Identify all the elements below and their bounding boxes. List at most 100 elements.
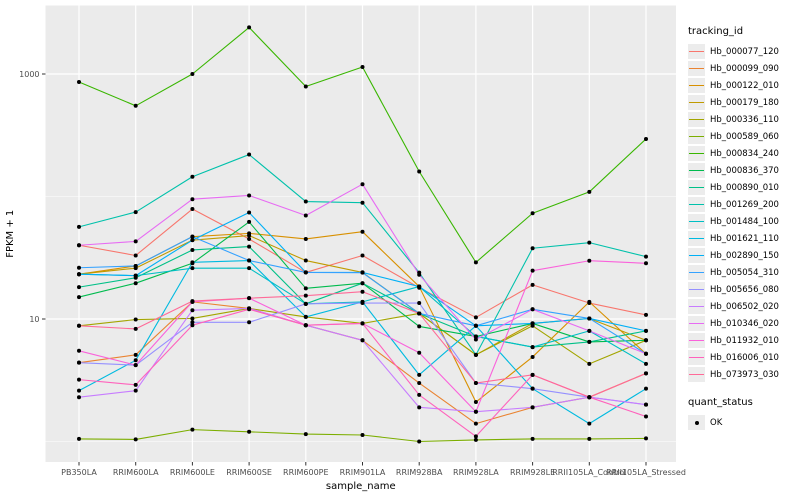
legend-key-box bbox=[688, 61, 705, 76]
legend-item-label: OK bbox=[710, 417, 723, 428]
legend-line-swatch-icon bbox=[689, 305, 704, 307]
legend-item: Hb_000336_110 bbox=[688, 111, 798, 128]
legend-item-label: Hb_001621_110 bbox=[710, 233, 779, 244]
legend-item: Hb_073973_030 bbox=[688, 366, 798, 383]
legend-line-swatch-icon bbox=[689, 237, 704, 239]
legend-item: Hb_000836_370 bbox=[688, 162, 798, 179]
legend-item: Hb_002890_150 bbox=[688, 247, 798, 264]
legend-line-swatch-icon bbox=[689, 322, 704, 324]
legend-key-box bbox=[688, 333, 705, 348]
legend-item: Hb_001269_200 bbox=[688, 196, 798, 213]
legend-item-label: Hb_000589_060 bbox=[710, 131, 779, 142]
legend-quant-status: quant_status OK bbox=[688, 397, 798, 431]
legend-line-swatch-icon bbox=[689, 50, 704, 52]
svg-text:1000: 1000 bbox=[19, 70, 39, 79]
legend-line-swatch-icon bbox=[689, 254, 704, 256]
legend-item: Hb_000834_240 bbox=[688, 145, 798, 162]
legend-item-ok: OK bbox=[688, 414, 798, 431]
legend-line-swatch-icon bbox=[689, 220, 704, 222]
legend-item: Hb_001621_110 bbox=[688, 230, 798, 247]
legend-item: Hb_010346_020 bbox=[688, 315, 798, 332]
svg-text:RRIM600LA: RRIM600LA bbox=[113, 468, 159, 477]
legend-item: Hb_001484_100 bbox=[688, 213, 798, 230]
legend-item-label: Hb_001484_100 bbox=[710, 216, 779, 227]
legend-item-label: Hb_006502_020 bbox=[710, 301, 779, 312]
legend-line-swatch-icon bbox=[689, 152, 704, 154]
legend-line-swatch-icon bbox=[689, 356, 704, 358]
legend-item-label: Hb_000077_120 bbox=[710, 46, 779, 57]
legend-key-box bbox=[688, 214, 705, 229]
legend-key-box bbox=[688, 112, 705, 127]
legend-item-label: Hb_002890_150 bbox=[710, 250, 779, 261]
legend-item-label: Hb_000890_010 bbox=[710, 182, 779, 193]
legend-item-label: Hb_016006_010 bbox=[710, 352, 779, 363]
svg-text:FPKM + 1: FPKM + 1 bbox=[5, 210, 16, 258]
legend-item-label: Hb_000179_180 bbox=[710, 97, 779, 108]
legend-item: Hb_000890_010 bbox=[688, 179, 798, 196]
legend-key-box bbox=[688, 44, 705, 59]
legend-item: Hb_011932_010 bbox=[688, 332, 798, 349]
legend-title-quant-status: quant_status bbox=[688, 397, 753, 408]
legend-key-box bbox=[688, 197, 705, 212]
legend-line-swatch-icon bbox=[689, 288, 704, 290]
legend-item-label: Hb_000122_010 bbox=[710, 80, 779, 91]
legend-item: Hb_016006_010 bbox=[688, 349, 798, 366]
legend-item-label: Hb_000336_110 bbox=[710, 114, 779, 125]
svg-text:RRIM600SE: RRIM600SE bbox=[226, 468, 272, 477]
legend-item-label: Hb_000099_090 bbox=[710, 63, 779, 74]
legend-line-swatch-icon bbox=[689, 169, 704, 171]
legend-key-box bbox=[688, 265, 705, 280]
svg-text:RRIM600LE: RRIM600LE bbox=[170, 468, 215, 477]
legend-item-label: Hb_073973_030 bbox=[710, 369, 779, 380]
svg-text:RRII105LA_Control: RRII105LA_Control bbox=[552, 468, 626, 477]
legend-line-swatch-icon bbox=[689, 135, 704, 137]
legend-item: Hb_000179_180 bbox=[688, 94, 798, 111]
legend-item-label: Hb_001269_200 bbox=[710, 199, 779, 210]
legend-key-box bbox=[688, 367, 705, 382]
legend-item-label: Hb_010346_020 bbox=[710, 318, 779, 329]
legend-key-box bbox=[688, 78, 705, 93]
legend-key-box bbox=[688, 282, 705, 297]
legend-item: Hb_000077_120 bbox=[688, 43, 798, 60]
svg-text:RRIM901LA: RRIM901LA bbox=[340, 468, 386, 477]
legend-key-box bbox=[688, 180, 705, 195]
legend-key-box bbox=[688, 299, 705, 314]
legend-line-swatch-icon bbox=[689, 339, 704, 341]
svg-text:RRIM928LA: RRIM928LA bbox=[453, 468, 499, 477]
svg-text:PB350LA: PB350LA bbox=[61, 468, 97, 477]
legend-item-label: Hb_011932_010 bbox=[710, 335, 779, 346]
legend-line-swatch-icon bbox=[689, 118, 704, 120]
legend-item-label: Hb_000836_370 bbox=[710, 165, 779, 176]
svg-text:RRIM928LE: RRIM928LE bbox=[510, 468, 555, 477]
svg-text:sample_name: sample_name bbox=[326, 481, 396, 492]
legend-line-swatch-icon bbox=[689, 373, 704, 375]
legend-line-swatch-icon bbox=[689, 84, 704, 86]
legend-key-box bbox=[688, 95, 705, 110]
legend-item-label: Hb_005656_080 bbox=[710, 284, 779, 295]
legend-key-box bbox=[688, 231, 705, 246]
legend-key-box bbox=[688, 163, 705, 178]
legend-key-box bbox=[688, 415, 705, 430]
legend-items-tracking-id: Hb_000077_120 Hb_000099_090 Hb_000122_010 H… bbox=[688, 43, 798, 383]
svg-text:RRII105LA_Stressed: RRII105LA_Stressed bbox=[606, 468, 686, 477]
legend-line-swatch-icon bbox=[689, 101, 704, 103]
legend-key-box bbox=[688, 129, 705, 144]
legend-line-swatch-icon bbox=[689, 203, 704, 205]
point-marker-icon bbox=[694, 420, 699, 425]
legend-key-box bbox=[688, 316, 705, 331]
svg-text:RRIM928BA: RRIM928BA bbox=[396, 468, 443, 477]
legend-line-swatch-icon bbox=[689, 186, 704, 188]
legend-key-box bbox=[688, 350, 705, 365]
legend-item: Hb_000589_060 bbox=[688, 128, 798, 145]
legend-key-box bbox=[688, 248, 705, 263]
svg-text:RRIM600PE: RRIM600PE bbox=[283, 468, 329, 477]
legend-title-tracking-id: tracking_id bbox=[688, 26, 744, 37]
legend-panel: tracking_id Hb_000077_120 Hb_000099_090 Hb… bbox=[688, 26, 798, 431]
legend-line-swatch-icon bbox=[689, 271, 704, 273]
legend-item: Hb_005656_080 bbox=[688, 281, 798, 298]
legend-item-label: Hb_000834_240 bbox=[710, 148, 779, 159]
legend-key-box bbox=[688, 146, 705, 161]
svg-text:10: 10 bbox=[29, 315, 39, 324]
